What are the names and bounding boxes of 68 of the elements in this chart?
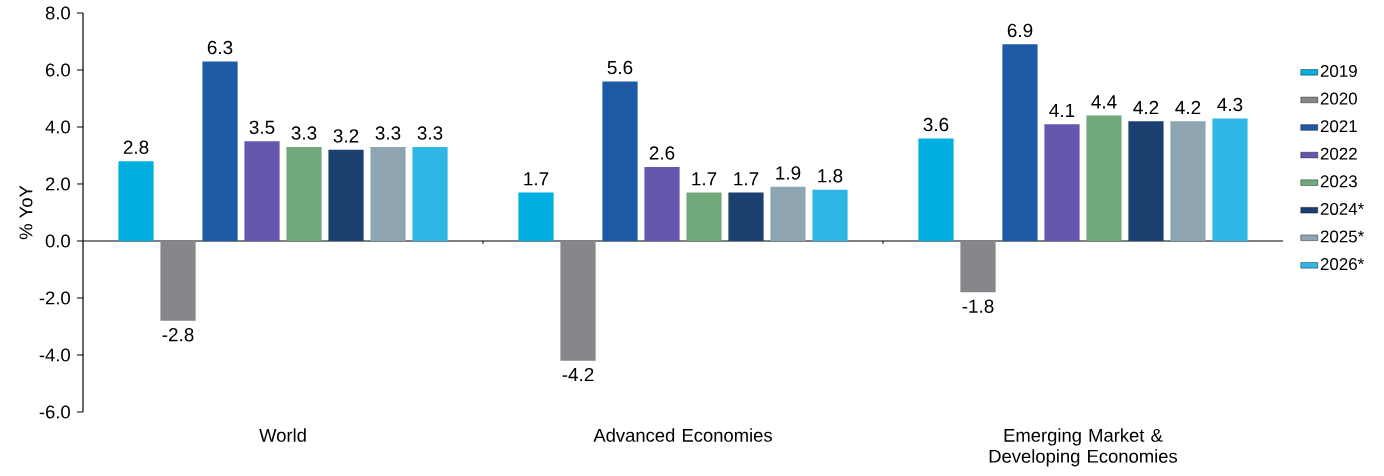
data-label: 2.6 [649, 146, 675, 160]
data-label: 4.2 [1133, 100, 1159, 115]
bar [160, 240, 196, 321]
bar [686, 192, 722, 241]
bar [812, 189, 848, 241]
bar [1086, 115, 1122, 241]
legend-label: 2023 [1320, 175, 1357, 188]
y-tick-label: 0.0 [45, 234, 70, 248]
bar [728, 192, 764, 241]
legend-label: 2025* [1320, 230, 1364, 243]
data-label: 2.8 [123, 140, 149, 154]
data-label: 3.3 [417, 126, 443, 140]
data-label: 1.7 [692, 172, 717, 186]
y-tick-label: 6.0 [45, 63, 70, 77]
bar [1044, 124, 1080, 241]
bar [202, 61, 238, 241]
data-label: 5.6 [607, 60, 633, 75]
data-label: -1.8 [962, 299, 994, 313]
data-label: 1.8 [818, 169, 843, 183]
legend-label: 2022 [1320, 147, 1357, 160]
bar [1002, 44, 1038, 241]
data-label: 3.6 [923, 117, 949, 132]
legend-label: 2020 [1320, 92, 1357, 105]
bar [518, 192, 554, 241]
data-label: 3.5 [249, 120, 275, 135]
data-label: 3.3 [375, 126, 401, 140]
bar [960, 240, 996, 293]
y-tick-label: 4.0 [45, 120, 70, 134]
bar [770, 186, 806, 241]
bar [602, 81, 638, 241]
bar [370, 146, 406, 241]
y-axis-title: % YoY [19, 185, 33, 240]
bar [644, 166, 680, 241]
data-label: 6.9 [1007, 23, 1033, 38]
bar [560, 240, 596, 361]
data-label: 4.2 [1175, 100, 1201, 115]
bar [118, 161, 154, 241]
data-label: 4.3 [1217, 97, 1243, 112]
x-tick-label: Emerging Market & Developing Economies [989, 428, 1178, 467]
data-label: 6.3 [207, 40, 233, 55]
y-tick-label: 2.0 [45, 177, 70, 191]
bar [286, 146, 322, 241]
y-tick-label: -6.0 [39, 405, 70, 419]
bar [1212, 118, 1248, 241]
data-label: 1.7 [524, 172, 549, 186]
data-label: -2.8 [162, 327, 194, 342]
bar [244, 141, 280, 241]
data-label: 1.9 [776, 166, 801, 180]
data-label: 3.3 [291, 126, 317, 140]
legend-label: 2024* [1320, 202, 1364, 215]
bar [1170, 121, 1206, 241]
bar [1128, 121, 1164, 241]
data-label: 4.4 [1091, 95, 1117, 109]
data-label: 3.2 [333, 129, 359, 143]
data-label: 1.7 [734, 172, 759, 186]
y-tick-label: -4.0 [39, 348, 70, 362]
legend-label: 2019 [1320, 65, 1357, 78]
data-label: -4.2 [562, 367, 594, 382]
y-tick-label: -2.0 [39, 291, 70, 305]
bar [328, 149, 364, 241]
x-tick-label: World [259, 428, 306, 442]
x-tick-label: Advanced Economies [593, 428, 772, 442]
legend-label: 2021 [1320, 120, 1357, 133]
legend-label: 2026* [1320, 258, 1364, 271]
bar [412, 146, 448, 241]
bar [918, 138, 954, 241]
data-label: 4.1 [1049, 103, 1075, 117]
y-tick-label: 8.0 [45, 6, 70, 20]
